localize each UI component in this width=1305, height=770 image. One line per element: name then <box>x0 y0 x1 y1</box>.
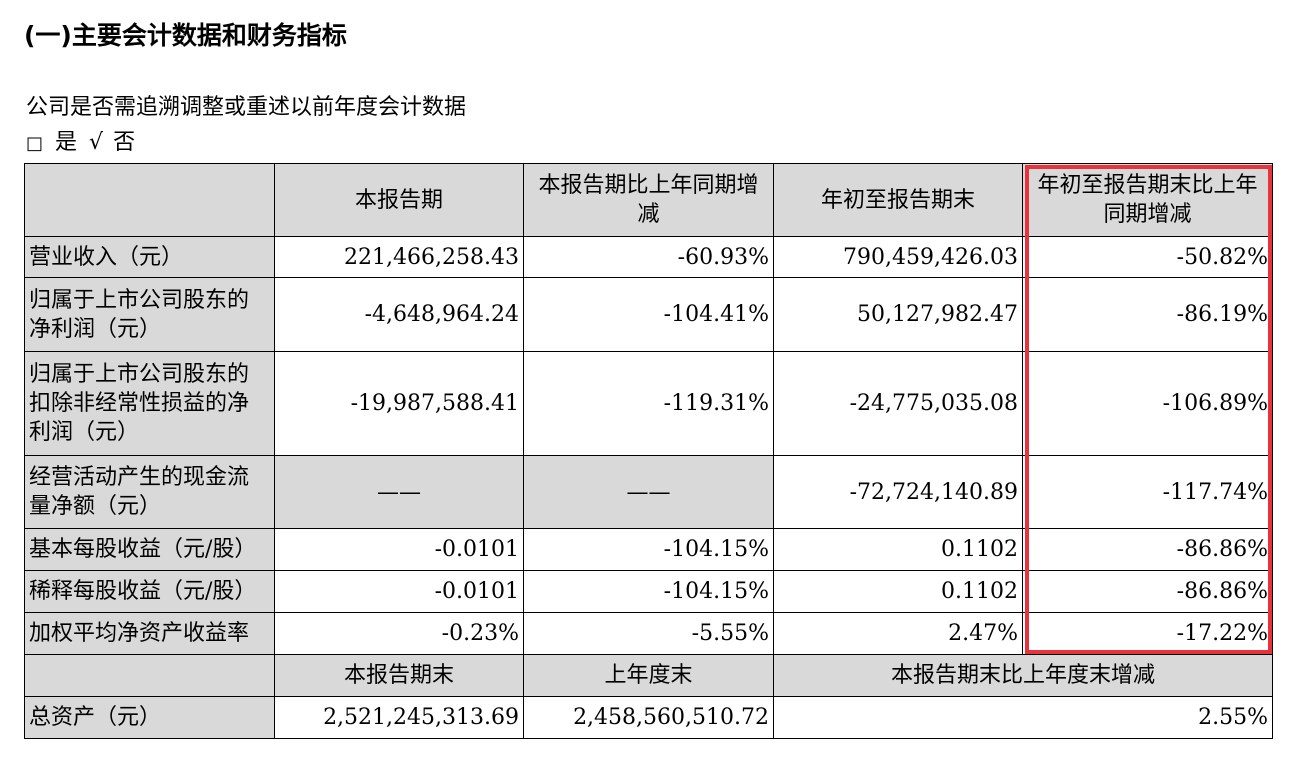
table-cell: -0.0101 <box>274 528 524 571</box>
row-label: 归属于上市公司股东的扣除非经常性损益的净利润（元） <box>24 351 275 456</box>
subheader-cell: 上年度末 <box>523 654 774 697</box>
table-cell: 0.1102 <box>773 528 1023 571</box>
table-cell: -0.23% <box>274 612 524 655</box>
table-cell: 2.55% <box>773 696 1273 739</box>
restatement-options: □ 是 √ 否 <box>26 126 135 161</box>
table-row: 归属于上市公司股东的净利润（元） -4,648,964.24 -104.41% … <box>24 277 1273 352</box>
table-cell: 2,458,560,510.72 <box>523 696 774 739</box>
table-cell: 221,466,258.43 <box>274 236 524 278</box>
table-cell: -5.55% <box>523 612 774 655</box>
table-cell: -60.93% <box>523 236 774 278</box>
table-cell: -86.19% <box>1022 277 1273 352</box>
table-cell: —— <box>523 455 774 529</box>
subheader-cell: 本报告期末比上年度末增减 <box>773 654 1273 697</box>
table-cell: -86.86% <box>1022 570 1273 613</box>
table-row: 营业收入（元） 221,466,258.43 -60.93% 790,459,4… <box>24 236 1273 278</box>
table-cell: —— <box>274 455 524 529</box>
row-label: 加权平均净资产收益率 <box>24 612 275 655</box>
row-label: 基本每股收益（元/股） <box>24 528 275 571</box>
table-cell: 790,459,426.03 <box>773 236 1023 278</box>
table-cell: -104.15% <box>523 570 774 613</box>
table-header-row: 本报告期 本报告期比上年同期增减 年初至报告期末 年初至报告期末比上年同期增减 <box>24 163 1273 237</box>
table-cell: -19,987,588.41 <box>274 351 524 456</box>
header-blank-cell <box>24 163 275 237</box>
row-label: 稀释每股收益（元/股） <box>24 570 275 613</box>
subheader-blank-cell <box>24 654 275 697</box>
header-cell: 本报告期 <box>274 163 524 237</box>
table-cell: -106.89% <box>1022 351 1273 456</box>
table-cell: 2,521,245,313.69 <box>274 696 524 739</box>
table-row: 经营活动产生的现金流量净额（元） —— —— -72,724,140.89 -1… <box>24 455 1273 529</box>
option-yes-label: 是 <box>55 130 78 155</box>
row-label: 营业收入（元） <box>24 236 275 278</box>
row-label: 归属于上市公司股东的净利润（元） <box>24 277 275 352</box>
header-cell: 年初至报告期末 <box>773 163 1023 237</box>
table-row: 稀释每股收益（元/股） -0.0101 -104.15% 0.1102 -86.… <box>24 570 1273 613</box>
table-cell: -4,648,964.24 <box>274 277 524 352</box>
table-cell: -50.82% <box>1022 236 1273 278</box>
table-cell: 2.47% <box>773 612 1023 655</box>
table-cell: -104.15% <box>523 528 774 571</box>
restatement-question: 公司是否需追溯调整或重述以前年度会计数据 <box>26 95 467 120</box>
table-row: 基本每股收益（元/股） -0.0101 -104.15% 0.1102 -86.… <box>24 528 1273 571</box>
row-label: 经营活动产生的现金流量净额（元） <box>24 455 275 529</box>
table-cell: -0.0101 <box>274 570 524 613</box>
checkmark-icon: √ <box>89 130 104 155</box>
subheader-cell: 本报告期末 <box>274 654 524 697</box>
table-row: 归属于上市公司股东的扣除非经常性损益的净利润（元） -19,987,588.41… <box>24 351 1273 456</box>
checkbox-empty-icon: □ <box>26 133 44 154</box>
table-cell: -72,724,140.89 <box>773 455 1023 529</box>
header-cell: 本报告期比上年同期增减 <box>523 163 774 237</box>
table-cell: -86.86% <box>1022 528 1273 571</box>
table-subheader-row: 本报告期末 上年度末 本报告期末比上年度末增减 <box>24 654 1273 697</box>
table-row: 总资产（元） 2,521,245,313.69 2,458,560,510.72… <box>24 696 1273 739</box>
table-cell: -104.41% <box>523 277 774 352</box>
table-cell: -117.74% <box>1022 455 1273 529</box>
section-title: (一)主要会计数据和财务指标 <box>24 21 347 50</box>
table-cell: -17.22% <box>1022 612 1273 655</box>
table-cell: 50,127,982.47 <box>773 277 1023 352</box>
financial-data-table: 本报告期 本报告期比上年同期增减 年初至报告期末 年初至报告期末比上年同期增减 … <box>24 163 1273 739</box>
table-row: 加权平均净资产收益率 -0.23% -5.55% 2.47% -17.22% <box>24 612 1273 655</box>
table-cell: -24,775,035.08 <box>773 351 1023 456</box>
table-cell: -119.31% <box>523 351 774 456</box>
option-no-label: 否 <box>113 130 136 155</box>
header-cell: 年初至报告期末比上年同期增减 <box>1022 163 1273 237</box>
row-label: 总资产（元） <box>24 696 275 739</box>
table-cell: 0.1102 <box>773 570 1023 613</box>
